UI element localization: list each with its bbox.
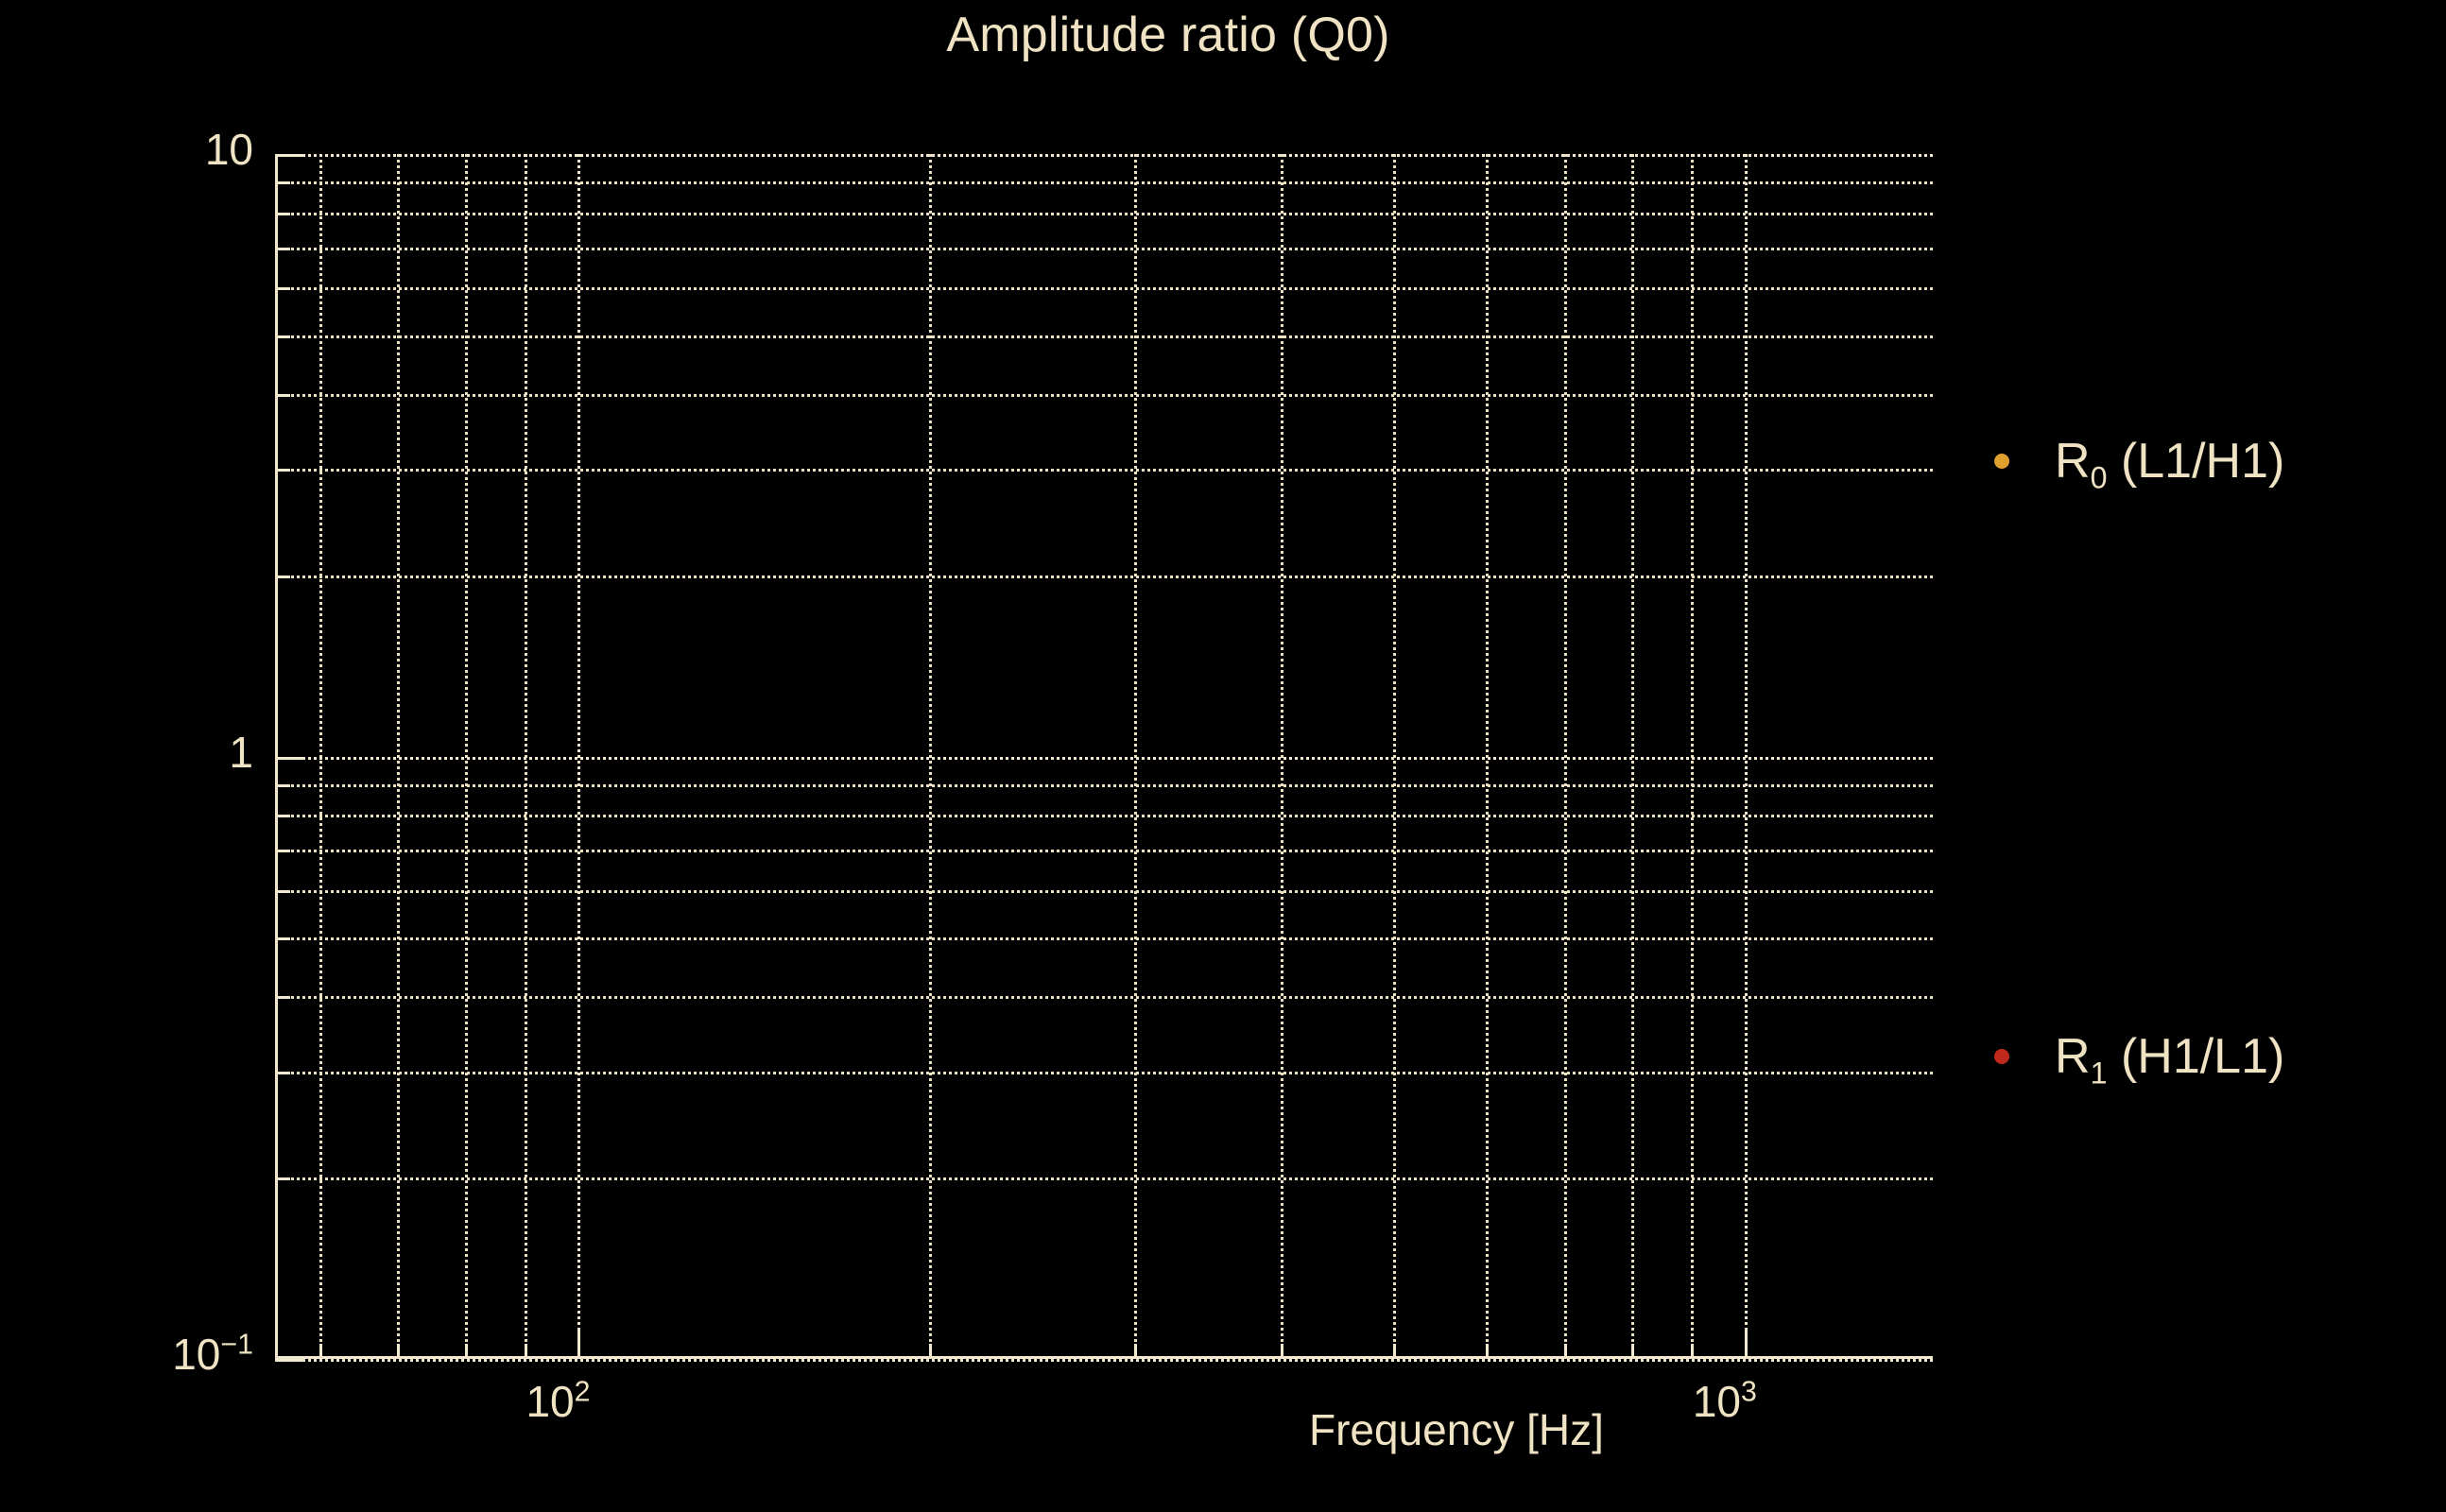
y-tick <box>275 756 303 760</box>
plot-area <box>275 154 1933 1362</box>
legend-label: R1 (H1/L1) <box>2055 1029 2285 1091</box>
y-tick <box>275 889 290 893</box>
grid-line-horizontal <box>275 1071 1933 1074</box>
y-tick <box>275 247 290 250</box>
grid-line-vertical <box>929 154 933 1359</box>
grid-line-vertical <box>1631 154 1635 1359</box>
grid-line-horizontal <box>275 1177 1933 1181</box>
grid-line-vertical <box>1134 154 1138 1359</box>
y-tick-label: 10 <box>204 125 253 174</box>
grid-line-horizontal <box>275 756 1933 760</box>
legend-label: R0 (L1/H1) <box>2055 434 2285 495</box>
legend-entry[interactable]: R1 (H1/L1) <box>1994 1029 2285 1091</box>
grid-line-vertical <box>1485 154 1489 1359</box>
legend-entry[interactable]: R0 (L1/H1) <box>1994 434 2285 495</box>
y-tick <box>275 783 290 787</box>
x-tick-label: 103 <box>1692 1376 1757 1426</box>
grid-line-horizontal <box>275 937 1933 941</box>
y-tick <box>275 181 290 185</box>
grid-line-horizontal <box>275 850 1933 853</box>
legend: R0 (L1/H1) R1 (H1/L1) <box>1994 0 2429 1512</box>
x-tick <box>1631 1344 1635 1359</box>
y-tick <box>275 469 290 472</box>
grid-line-horizontal <box>275 335 1933 338</box>
y-tick <box>275 1359 303 1362</box>
y-tick <box>275 575 290 578</box>
grid-line-horizontal <box>275 393 1933 397</box>
x-tick-label: 102 <box>525 1376 591 1426</box>
y-tick <box>275 154 303 157</box>
grid-line-vertical <box>1563 154 1567 1359</box>
y-tick <box>275 335 290 338</box>
x-tick <box>1563 1344 1567 1359</box>
y-tick <box>275 996 290 1000</box>
grid-line-vertical <box>464 154 468 1359</box>
grid-line-vertical <box>1280 154 1283 1359</box>
grid-line-horizontal <box>275 154 1933 157</box>
chart-title: Amplitude ratio (Q0) <box>946 8 1390 62</box>
x-tick <box>577 1331 581 1359</box>
grid-line-horizontal <box>275 247 1933 250</box>
x-tick <box>1691 1344 1695 1359</box>
grid-line-vertical <box>1744 154 1748 1359</box>
legend-marker-dot-icon <box>1994 454 2009 469</box>
grid-line-vertical <box>1691 154 1695 1359</box>
grid-line-horizontal <box>275 889 1933 893</box>
x-tick <box>1280 1344 1283 1359</box>
grid-line-horizontal <box>275 469 1933 472</box>
grid-line-horizontal <box>275 783 1933 787</box>
x-tick <box>397 1344 401 1359</box>
grid-line-vertical <box>524 154 527 1359</box>
y-tick <box>275 212 290 215</box>
x-tick <box>1134 1344 1138 1359</box>
x-axis-line <box>275 1356 1933 1359</box>
y-tick <box>275 393 290 397</box>
grid-line-vertical <box>1393 154 1397 1359</box>
y-tick <box>275 815 290 818</box>
grid-line-horizontal <box>275 1359 1933 1362</box>
y-tick <box>275 287 290 291</box>
x-tick <box>524 1344 527 1359</box>
y-tick-label: 1 <box>229 727 253 777</box>
legend-marker-dot-icon <box>1994 1049 2009 1064</box>
grid-line-horizontal <box>275 815 1933 818</box>
x-tick <box>1744 1331 1748 1359</box>
x-tick <box>929 1344 933 1359</box>
grid-line-horizontal <box>275 212 1933 215</box>
grid-line-horizontal <box>275 287 1933 291</box>
y-tick <box>275 1071 290 1074</box>
grid-line-vertical <box>577 154 581 1359</box>
x-axis-title: Frequency [Hz] <box>1309 1405 1604 1454</box>
grid-line-vertical <box>397 154 401 1359</box>
x-tick <box>319 1344 322 1359</box>
grid-line-horizontal <box>275 575 1933 578</box>
grid-line-vertical <box>319 154 322 1359</box>
x-tick <box>1393 1344 1397 1359</box>
x-tick <box>464 1344 468 1359</box>
grid-line-horizontal <box>275 996 1933 1000</box>
grid-line-horizontal <box>275 181 1933 185</box>
x-tick <box>1485 1344 1489 1359</box>
y-tick <box>275 1177 290 1181</box>
y-tick-label: 10−1 <box>172 1329 253 1379</box>
y-tick <box>275 937 290 941</box>
y-tick <box>275 850 290 853</box>
